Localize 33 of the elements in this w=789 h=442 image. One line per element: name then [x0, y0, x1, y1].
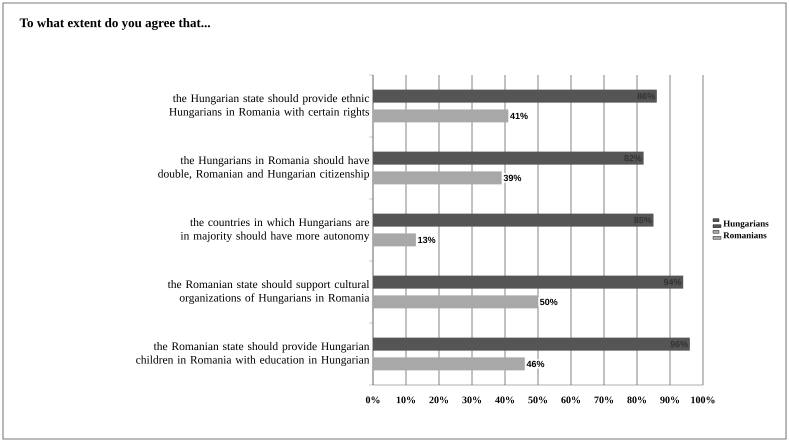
y-tick-label: the Romanian state should support cultural organizations of Hungarians in Romania [168, 280, 370, 304]
x-tick-label: 70% [594, 396, 614, 404]
x-tick-label: 0% [366, 396, 380, 404]
data-label: 50% [540, 298, 558, 306]
x-tick-label: 50% [528, 396, 548, 404]
legend-label: Hungarians [723, 220, 768, 228]
y-tick-label: the Hungarians in Romania should have double, Romanian and Hungarian citizenship [158, 156, 370, 180]
text: To what extent do you agree that... [20, 18, 210, 30]
data-label: 46% [526, 360, 544, 368]
bar [373, 357, 525, 370]
bar [373, 338, 690, 351]
legend-label: Romanians [723, 232, 766, 238]
x-tick-label: 60% [561, 396, 580, 404]
bar [373, 152, 644, 165]
bar [373, 90, 657, 103]
x-tick-label: 100% [691, 396, 715, 404]
data-label: 41% [510, 112, 528, 120]
bar [373, 109, 508, 122]
x-tick-label: 30% [462, 396, 482, 404]
y-tick-label: the Romanian state should provide Hungarian children in Romania with education in Hungarian [136, 342, 370, 366]
x-tick-label: 80% [627, 396, 646, 404]
bar [373, 276, 684, 289]
x-tick-label: 90% [660, 396, 680, 404]
x-tick-label: 20% [429, 396, 448, 404]
bar [373, 295, 538, 308]
data-label: 39% [504, 174, 522, 182]
bar [373, 214, 654, 227]
y-tick-label: the countries in which Hungarians are in majority should have more autonomy [180, 218, 370, 242]
x-tick-label: 40% [495, 396, 514, 404]
y-tick-label: the Hungarian state should provide ethnic Hungarians in Romania with certain rights [169, 94, 370, 118]
bar [373, 233, 416, 246]
data-label: 13% [418, 236, 436, 244]
x-tick-label: 10% [396, 396, 416, 404]
